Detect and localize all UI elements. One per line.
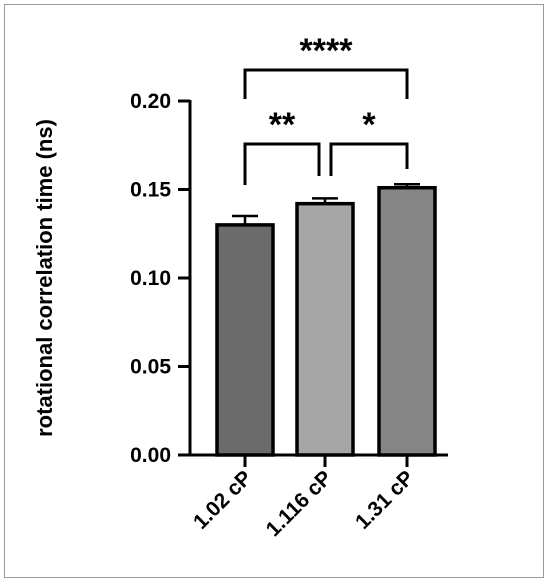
significance-bracket — [329, 142, 409, 176]
y-axis-title: rotational correlation time (ns) — [32, 119, 57, 437]
significance-label: ** — [269, 106, 296, 144]
bar — [295, 201, 355, 457]
bar — [215, 223, 275, 457]
x-tick-label: 1.116 cP — [262, 466, 337, 541]
y-tick-label: 0.00 — [130, 444, 171, 467]
y-tick-label: 0.10 — [130, 267, 171, 290]
y-tick-label: 0.05 — [130, 356, 171, 379]
y-tick-label: 0.20 — [130, 90, 171, 113]
x-tick-label: 1.02 cP — [189, 466, 256, 533]
significance-bracket — [243, 68, 409, 99]
significance-label: * — [362, 106, 376, 144]
plot-area: 0.00 0.05 0.10 0.15 0.20 1.02 cP 1.116 cP 1.31 … — [130, 32, 448, 541]
x-tick-label: 1.31 cP — [351, 466, 418, 533]
significance-bracket — [243, 142, 321, 185]
bar — [377, 185, 437, 457]
significance-label: **** — [300, 32, 354, 70]
y-tick-label: 0.15 — [130, 179, 171, 202]
